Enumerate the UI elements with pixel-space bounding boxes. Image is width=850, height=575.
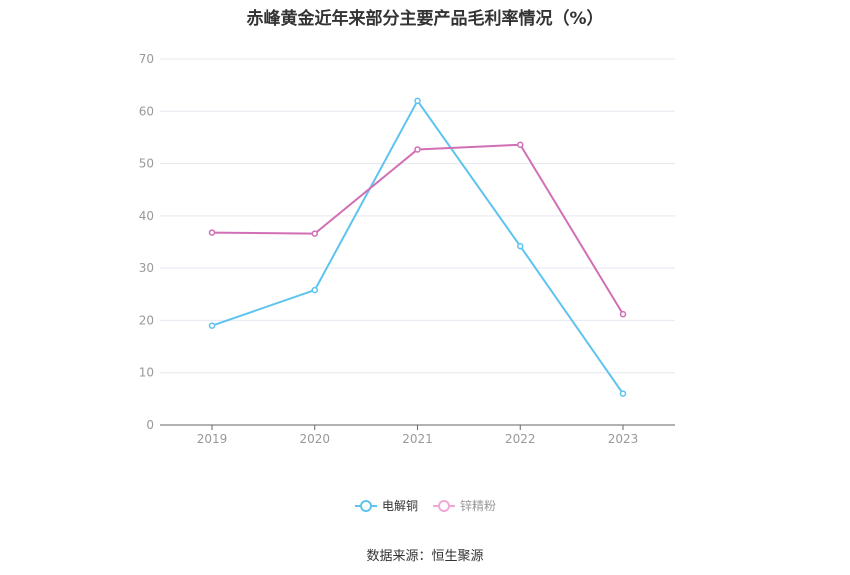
x-tick-label: 2021 (402, 432, 433, 446)
y-tick-label: 0 (146, 418, 154, 432)
data-point (311, 286, 318, 294)
data-point (619, 310, 627, 318)
source-note: 数据来源：恒生聚源 (366, 549, 484, 564)
x-tick-label: 2022 (505, 432, 536, 446)
data-point (619, 390, 627, 397)
legend-label-copper: 电解铜 (381, 499, 418, 513)
x-tick-label: 2019 (197, 432, 228, 446)
y-tick-label: 10 (139, 366, 154, 380)
y-tick-label: 30 (139, 261, 154, 275)
axes: 0 10 20 30 40 50 60 70 2019 2020 2021 2022 2023 (139, 52, 675, 446)
data-point (517, 242, 524, 250)
legend-marker-zinc-icon (433, 500, 455, 512)
series-line-0 (211, 99, 624, 395)
data-point (208, 229, 216, 236)
x-tick-label: 2023 (608, 432, 639, 446)
legend: 电解铜 锌精粉 (0, 496, 850, 516)
data-point (311, 230, 318, 237)
data-point (517, 141, 524, 148)
y-tick-label: 50 (139, 157, 154, 171)
data-point (414, 146, 421, 153)
legend-item-zinc[interactable]: 锌精粉 (432, 496, 496, 516)
y-tick-label: 60 (139, 104, 154, 118)
legend-marker-copper-icon (354, 500, 377, 512)
y-tick-label: 20 (139, 313, 154, 327)
series-line-1 (211, 143, 624, 315)
x-tick-label: 2020 (299, 432, 330, 446)
y-tick-label: 70 (139, 52, 154, 66)
grid-lines (160, 58, 675, 374)
chart-title: 赤峰黄金近年来部分主要产品毛利率情况（%） (246, 9, 604, 29)
data-point (208, 322, 216, 329)
series-lines (208, 97, 627, 397)
legend-label-zinc: 锌精粉 (460, 499, 497, 513)
y-tick-label: 40 (139, 209, 154, 223)
data-point (414, 97, 421, 105)
legend-item-copper[interactable]: 电解铜 (354, 496, 418, 516)
